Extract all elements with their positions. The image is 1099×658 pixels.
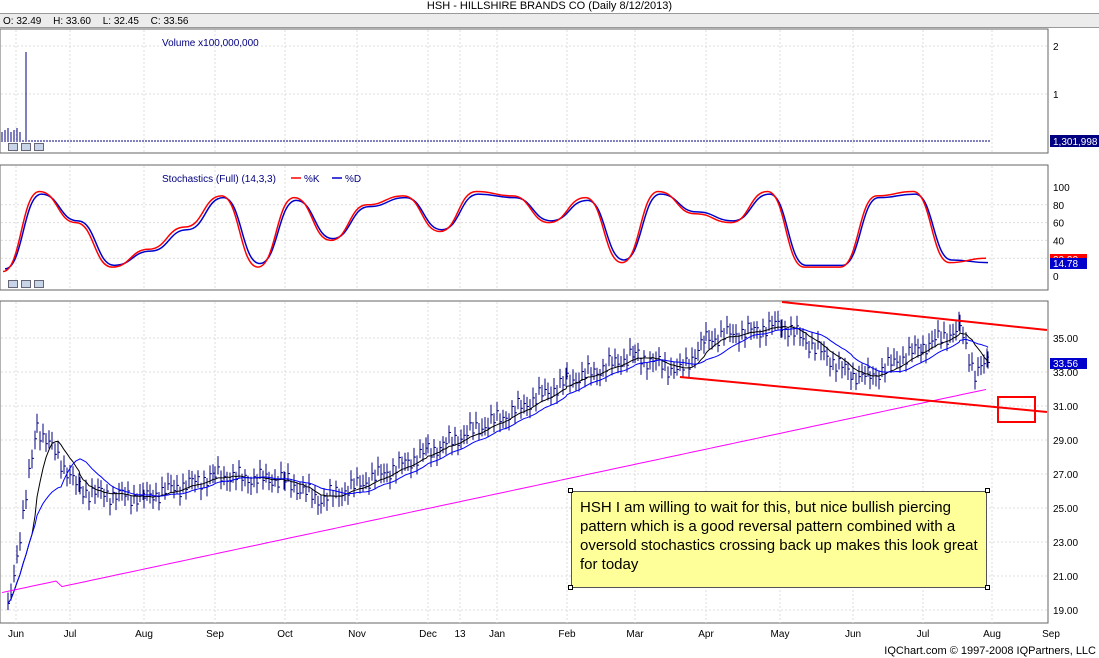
ma-short-line [7, 325, 989, 604]
open-value: O: 32.49 [3, 16, 42, 27]
stoch-tick-label: 60 [1053, 219, 1065, 230]
x-tick-label: Dec [419, 629, 437, 640]
x-tick-label: May [771, 629, 790, 640]
stoch-k-line [2, 190, 987, 273]
low-value: L: 32.45 [102, 16, 139, 27]
price-tick-label: 25.00 [1053, 504, 1078, 515]
price-tick-label: 23.00 [1053, 538, 1078, 549]
volume-tick-label: 2 [1053, 42, 1059, 53]
target-box [997, 396, 1036, 423]
x-tick-label: Jun [845, 629, 861, 640]
ma-long-line [1, 388, 987, 594]
price-tick-label: 33.00 [1053, 368, 1078, 379]
stochastics-panel [0, 164, 1049, 291]
chart-title: HSH - HILLSHIRE BRANDS CO (Daily 8/12/20… [426, 0, 673, 12]
stoch-tick-label: 40 [1053, 236, 1065, 247]
stoch-label: Stochastics (Full) (14,3,3) [162, 174, 276, 185]
price-series [1, 310, 990, 611]
price-last-tag [1050, 358, 1087, 369]
volume-tick-label: 1 [1053, 90, 1059, 101]
note-handle-br[interactable] [985, 585, 990, 590]
price-tick-label: 21.00 [1053, 572, 1078, 583]
volume-last-tag [1050, 135, 1099, 147]
stoch-up-button[interactable] [8, 280, 18, 288]
x-tick-label: Jun [8, 629, 24, 640]
stoch-d-line [4, 193, 989, 270]
stoch-tick-label: 80 [1053, 201, 1065, 212]
d-last-value: 14.78 [1053, 259, 1078, 270]
price-tick-label: 27.00 [1053, 470, 1078, 481]
stoch-tick-label: 100 [1053, 183, 1070, 194]
note-handle-bl[interactable] [568, 585, 573, 590]
x-tick-label: Nov [348, 629, 366, 640]
x-tick-label: Sep [1042, 629, 1060, 640]
price-tick-label: 35.00 [1053, 334, 1078, 345]
k-legend-label: %K [304, 174, 320, 185]
lower-trendline [679, 376, 1048, 413]
note-handle-tr[interactable] [985, 488, 990, 493]
price-last-value: 33.56 [1053, 359, 1078, 370]
upper-trendline [781, 301, 1048, 331]
volume-up-button[interactable] [8, 143, 18, 151]
volume-last-value: 1,301,998 [1053, 137, 1098, 148]
volume-bars [1, 52, 990, 142]
note-handle-tl[interactable] [568, 488, 573, 493]
x-tick-label: Aug [135, 629, 153, 640]
annotation-note[interactable]: HSH I am willing to wait for this, but n… [571, 491, 987, 588]
x-tick-label: 13 [454, 629, 466, 640]
price-tick-label: 19.00 [1053, 606, 1078, 617]
x-tick-label: Jul [917, 629, 930, 640]
stoch-expand-button[interactable] [21, 280, 31, 288]
volume-label: Volume x100,000,000 [162, 38, 259, 49]
volume-expand-button[interactable] [21, 143, 31, 151]
stochastics-lines [2, 190, 989, 273]
x-tick-label: Oct [277, 629, 293, 640]
price-tick-label: 31.00 [1053, 402, 1078, 413]
x-tick-label: Aug [983, 629, 1001, 640]
high-value: H: 33.60 [53, 16, 91, 27]
x-tick-label: Feb [558, 629, 576, 640]
x-tick-label: Jul [64, 629, 77, 640]
ma-mid-line [7, 328, 989, 604]
d-last-tag [1050, 258, 1087, 269]
d-legend-label: %D [345, 174, 361, 185]
stoch-tick-label: 0 [1053, 272, 1059, 283]
volume-panel [0, 28, 1049, 154]
axis-labels: Jun Jul Aug Sep Oct Nov Dec 13 Jan Feb Mar Apr May Ju… [8, 42, 1079, 640]
ohlc-bar: O: 32.49 H: 33.60 L: 32.45 C: 33.56 [0, 13, 1099, 28]
x-tick-label: Mar [626, 629, 644, 640]
close-value: C: 33.56 [150, 16, 189, 27]
price-tick-label: 29.00 [1053, 436, 1078, 447]
x-tick-label: Jan [489, 629, 505, 640]
copyright-text: IQChart.com © 1997-2008 IQPartners, LLC [884, 645, 1096, 657]
x-tick-label: Apr [698, 629, 714, 640]
stoch-down-button[interactable] [34, 280, 44, 288]
volume-down-button[interactable] [34, 143, 44, 151]
x-tick-label: Sep [206, 629, 224, 640]
